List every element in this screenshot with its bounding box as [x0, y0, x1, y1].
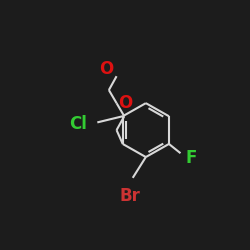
Text: O: O [118, 94, 132, 112]
Text: Cl: Cl [70, 115, 87, 133]
Text: F: F [185, 149, 196, 167]
Text: Br: Br [119, 187, 140, 205]
Text: O: O [100, 60, 114, 78]
